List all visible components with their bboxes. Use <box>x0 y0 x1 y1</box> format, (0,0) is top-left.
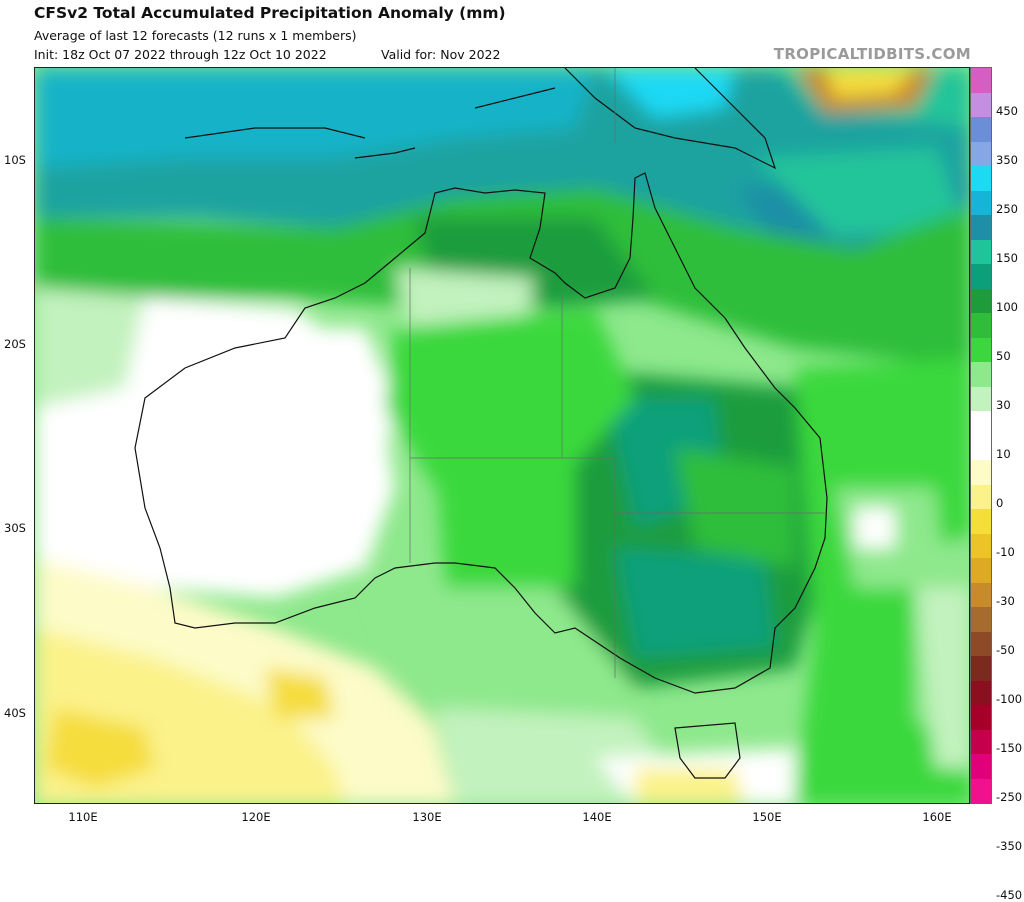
colorbar-label: -250 <box>996 789 1023 804</box>
colorbar-label: 350 <box>996 152 1018 167</box>
anomaly-field <box>35 68 969 803</box>
colorbar-swatch <box>971 656 991 681</box>
colorbar-label: -150 <box>996 740 1023 755</box>
tasmania-outline <box>674 722 741 779</box>
colorbar-swatch <box>971 680 991 706</box>
colorbar-label: 250 <box>996 201 1018 216</box>
valid-time: Valid for: Nov 2022 <box>381 47 501 62</box>
colorbar-swatch <box>971 117 991 142</box>
colorbar-swatch <box>971 411 991 436</box>
australia-mainland-outline <box>134 172 828 694</box>
colorbar-swatch <box>971 239 991 265</box>
colorbar-swatch <box>971 582 991 608</box>
colorbar-swatch <box>971 607 991 632</box>
colorbar-swatch <box>971 92 991 118</box>
lon-label-130e: 130E <box>412 810 442 824</box>
colorbar-swatch <box>971 337 991 363</box>
colorbar-label: 30 <box>996 397 1011 412</box>
lat-label-10s: 10S <box>4 153 26 167</box>
colorbar-label: 450 <box>996 103 1018 118</box>
colorbar-swatch <box>971 435 991 461</box>
colorbar-swatch <box>971 288 991 314</box>
map-title: CFSv2 Total Accumulated Precipitation An… <box>34 4 506 22</box>
colorbar-swatch <box>971 631 991 657</box>
colorbar-label: 0 <box>996 495 1004 510</box>
colorbar-label: -30 <box>996 593 1015 608</box>
precipitation-anomaly-map <box>34 67 970 804</box>
colorbar-swatch <box>971 558 991 583</box>
colorbar-label: -10 <box>996 544 1015 559</box>
colorbar-swatch <box>971 460 991 485</box>
lat-label-20s: 20S <box>4 337 26 351</box>
lon-label-140e: 140E <box>582 810 612 824</box>
colorbar-swatch <box>971 190 991 216</box>
colorbar-swatch <box>971 778 991 804</box>
colorbar-label: 10 <box>996 446 1011 461</box>
colorbar-swatch <box>971 362 991 387</box>
colorbar-label: -100 <box>996 691 1023 706</box>
colorbar-swatch <box>971 509 991 534</box>
lat-label-40s: 40S <box>4 706 26 720</box>
colorbar <box>970 67 992 804</box>
colorbar-swatch <box>971 386 991 412</box>
lat-label-30s: 30S <box>4 521 26 535</box>
colorbar-swatch <box>971 729 991 755</box>
lon-label-110e: 110E <box>68 810 98 824</box>
colorbar-label: -350 <box>996 838 1023 853</box>
colorbar-label: 50 <box>996 348 1011 363</box>
colorbar-swatch <box>971 68 991 93</box>
brand-watermark: TROPICALTIDBITS.COM <box>773 45 971 63</box>
lon-label-150e: 150E <box>752 810 782 824</box>
colorbar-swatch <box>971 141 991 167</box>
colorbar-label: -450 <box>996 887 1023 902</box>
colorbar-swatch <box>971 264 991 289</box>
map-canvas <box>35 68 969 803</box>
colorbar-swatch <box>971 313 991 338</box>
colorbar-swatch <box>971 754 991 779</box>
colorbar-swatch <box>971 705 991 730</box>
colorbar-label: -50 <box>996 642 1015 657</box>
colorbar-swatch <box>971 533 991 559</box>
colorbar-swatch <box>971 166 991 191</box>
lon-label-160e: 160E <box>922 810 952 824</box>
init-time: Init: 18z Oct 07 2022 through 12z Oct 10… <box>34 47 327 62</box>
indonesian-islands <box>184 87 556 159</box>
colorbar-swatch <box>971 484 991 510</box>
colorbar-swatch <box>971 215 991 240</box>
map-subtitle: Average of last 12 forecasts (12 runs x … <box>34 28 357 43</box>
state-borders <box>409 68 825 678</box>
colorbar-label: 100 <box>996 299 1018 314</box>
colorbar-label: 150 <box>996 250 1018 265</box>
lon-label-120e: 120E <box>241 810 271 824</box>
